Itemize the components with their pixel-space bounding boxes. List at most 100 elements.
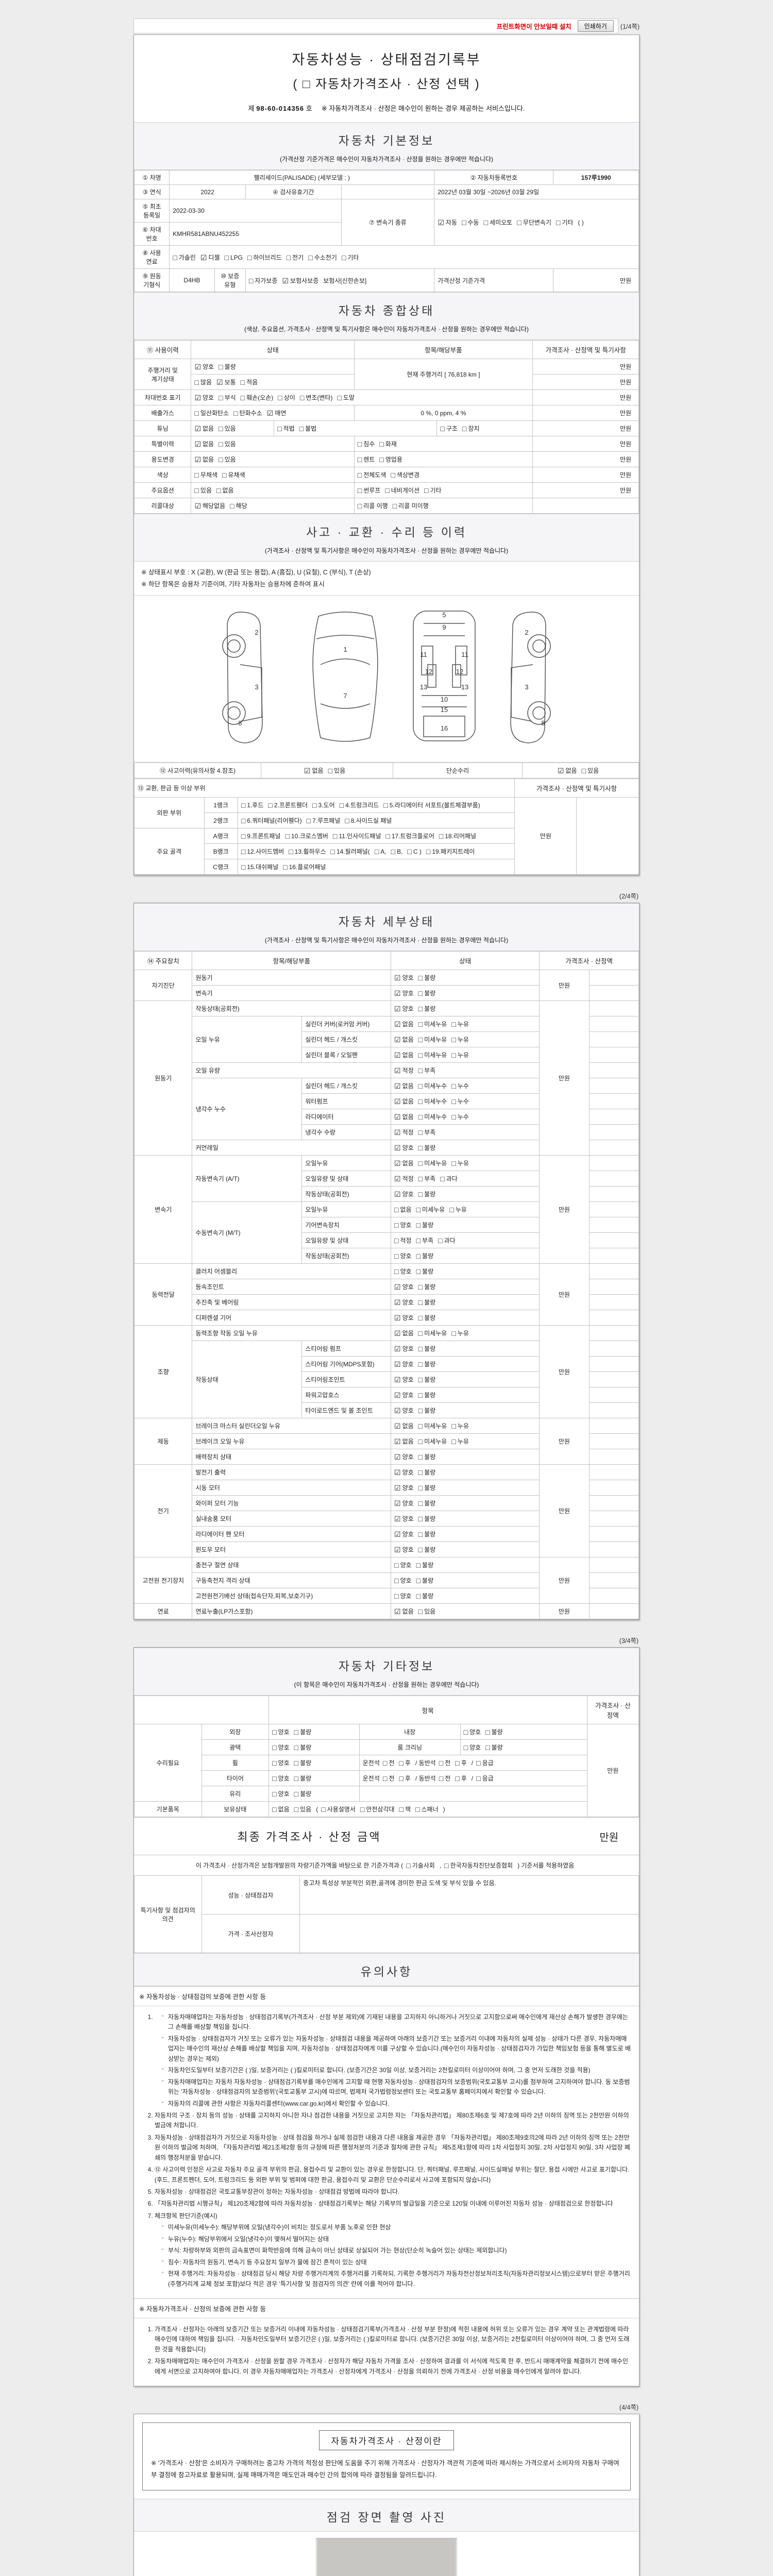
checkbox-checked[interactable]: ☑ 양호	[194, 394, 214, 402]
checkbox-unchecked[interactable]: □ 18.리어패널	[439, 832, 477, 840]
checkbox-checked[interactable]: ☑ 없음	[394, 1097, 414, 1106]
checkbox-unchecked[interactable]: □ 12.사이드멤버	[241, 848, 284, 856]
checkbox-unchecked[interactable]: □ 9.프론트패널	[241, 832, 281, 840]
checkbox-unchecked[interactable]: □ 부족	[418, 1175, 436, 1183]
checkbox-unchecked[interactable]: □ 적음	[240, 378, 258, 386]
checkbox-unchecked[interactable]: □ 잭	[399, 1805, 411, 1814]
checkbox-unchecked[interactable]: □ 불량	[418, 1314, 436, 1322]
print-button[interactable]: 인쇄하기	[577, 20, 614, 32]
checkbox-unchecked[interactable]: □ 양호	[394, 1561, 412, 1569]
checkbox-checked[interactable]: ☑ 없음	[394, 1159, 414, 1167]
checkbox-checked[interactable]: ☑ 양호	[394, 1314, 414, 1322]
checkbox-unchecked[interactable]: □ 과다	[438, 1236, 456, 1245]
checkbox-checked[interactable]: ☑ 양호	[394, 1391, 414, 1399]
checkbox-checked[interactable]: ☑ 양호	[394, 1406, 414, 1415]
checkbox-checked[interactable]: ☑ 양호	[394, 1530, 414, 1538]
checkbox-unchecked[interactable]: □ 불량	[294, 1790, 312, 1798]
checkbox-unchecked[interactable]: □ 스패너	[415, 1805, 439, 1814]
checkbox-unchecked[interactable]: □ 19.패키지트레이	[426, 848, 475, 856]
checkbox-unchecked[interactable]: □ 응급	[476, 1759, 494, 1767]
checkbox-unchecked[interactable]: □ 불량	[418, 1360, 436, 1368]
checkbox-unchecked[interactable]: □ 누유	[451, 1422, 469, 1430]
checkbox-unchecked[interactable]: □ C )	[407, 848, 422, 856]
checkbox-unchecked[interactable]: □ 누유	[451, 1329, 469, 1337]
checkbox-unchecked[interactable]: □ 양호	[272, 1743, 290, 1752]
checkbox-unchecked[interactable]: □ 4.트렁크리드	[339, 801, 379, 809]
checkbox-unchecked[interactable]: □ 14.필러패널(	[330, 848, 370, 856]
checkbox-unchecked[interactable]: □ 미세누유	[418, 1036, 447, 1044]
checkbox-checked[interactable]: ☑ 없음	[394, 1437, 414, 1446]
checkbox-unchecked[interactable]: □ 응급	[476, 1774, 494, 1783]
checkbox-unchecked[interactable]: □ 있음	[219, 440, 236, 448]
checkbox-checked[interactable]: ☑ 양호	[394, 1360, 414, 1368]
checkbox-unchecked[interactable]: □ 누수	[451, 1082, 469, 1090]
checkbox-unchecked[interactable]: □ 무단변속기	[517, 218, 551, 227]
checkbox-unchecked[interactable]: □ 양호	[394, 1267, 412, 1276]
checkbox-checked[interactable]: ☑ 없음	[394, 1607, 414, 1616]
checkbox-unchecked[interactable]: □ 불량	[294, 1774, 312, 1783]
checkbox-unchecked[interactable]: □ 기타	[341, 253, 359, 262]
checkbox-unchecked[interactable]: □ 불량	[485, 1728, 503, 1736]
checkbox-unchecked[interactable]: □ 불량	[418, 1190, 436, 1198]
checkbox-checked[interactable]: ☑ 양호	[394, 974, 414, 982]
checkbox-unchecked[interactable]: □ 불량	[416, 1577, 434, 1585]
checkbox-unchecked[interactable]: □ 불량	[418, 1515, 436, 1523]
checkbox-unchecked[interactable]: □ 불량	[294, 1728, 312, 1736]
checkbox-unchecked[interactable]: □ 누수	[451, 1097, 469, 1106]
checkbox-unchecked[interactable]: □ 있음	[418, 1607, 436, 1616]
checkbox-unchecked[interactable]: □ 불량	[418, 1453, 436, 1461]
checkbox-checked[interactable]: ☑ 디젤	[200, 253, 220, 262]
checkbox-unchecked[interactable]: □ 리콜 이행	[357, 502, 388, 510]
checkbox-unchecked[interactable]: □ 미세누유	[418, 1329, 447, 1337]
checkbox-checked[interactable]: ☑ 양호	[394, 1345, 414, 1353]
checkbox-unchecked[interactable]: □ 리콜 미이행	[392, 502, 429, 510]
checkbox-unchecked[interactable]: □ 불량	[418, 1546, 436, 1554]
checkbox-unchecked[interactable]: □ 썬루프	[357, 486, 381, 495]
checkbox-checked[interactable]: ☑ 양호	[394, 1546, 414, 1554]
checkbox-unchecked[interactable]: □ 자가보증	[248, 276, 278, 285]
checkbox-unchecked[interactable]: □ 적법	[277, 425, 295, 433]
checkbox-unchecked[interactable]: □ 양호	[272, 1728, 290, 1736]
checkbox-unchecked[interactable]: □ 불량	[418, 1298, 436, 1307]
checkbox-unchecked[interactable]: □ 없음	[272, 1805, 290, 1814]
checkbox-unchecked[interactable]: □ 후	[455, 1774, 467, 1783]
checkbox-unchecked[interactable]: □ 도말	[337, 394, 355, 402]
checkbox-unchecked[interactable]: □ 미세누유	[418, 1020, 447, 1028]
checkbox-unchecked[interactable]: □ 양호	[394, 1577, 412, 1585]
checkbox-unchecked[interactable]: □ 훼손(오손)	[240, 394, 274, 402]
checkbox-unchecked[interactable]: □ 미세누수	[418, 1082, 447, 1090]
checkbox-checked[interactable]: ☑ 양호	[394, 1005, 414, 1013]
checkbox-unchecked[interactable]: □ 화재	[379, 440, 397, 448]
checkbox-unchecked[interactable]: □ 불량	[485, 1743, 503, 1752]
checkbox-checked[interactable]: ☑ 양호	[394, 1144, 414, 1152]
checkbox-unchecked[interactable]: □ 13.휠하우스	[289, 848, 326, 856]
checkbox-unchecked[interactable]: □ 2.프론트휀더	[268, 801, 308, 809]
checkbox-unchecked[interactable]: □ 무채색	[194, 471, 218, 479]
checkbox-unchecked[interactable]: □ 변조(변타)	[299, 394, 333, 402]
checkbox-unchecked[interactable]: □ 불량	[418, 1144, 436, 1152]
checkbox-checked[interactable]: ☑ 양호	[394, 1499, 414, 1507]
checkbox-unchecked[interactable]: □ 3.도어	[312, 801, 335, 809]
checkbox-unchecked[interactable]: □ 누유	[451, 1159, 469, 1167]
checkbox-unchecked[interactable]: □ 적정	[394, 1236, 412, 1245]
checkbox-unchecked[interactable]: □ 해당	[230, 502, 247, 510]
checkbox-unchecked[interactable]: □ 있음	[194, 486, 212, 495]
checkbox-checked[interactable]: ☑ 없음	[194, 455, 214, 464]
checkbox-checked[interactable]: ☑ 적정	[394, 1128, 414, 1137]
checkbox-unchecked[interactable]: □ 7.루프패널	[306, 817, 341, 825]
checkbox-unchecked[interactable]: □ 일산화탄소	[194, 409, 229, 417]
checkbox-unchecked[interactable]: □ 누유	[449, 1206, 467, 1214]
checkbox-unchecked[interactable]: □ 미세누유	[418, 1422, 447, 1430]
checkbox-unchecked[interactable]: □ 불량	[418, 1283, 436, 1291]
checkbox-unchecked[interactable]: □ A,	[374, 848, 386, 856]
checkbox-checked[interactable]: ☑ 보통	[216, 378, 236, 386]
checkbox-unchecked[interactable]: □ LPG	[224, 253, 243, 262]
checkbox-unchecked[interactable]: □ 탄화수소	[233, 409, 262, 417]
checkbox-unchecked[interactable]: □ 기술사회	[406, 1861, 435, 1870]
checkbox-unchecked[interactable]: □ 1.후드	[241, 801, 264, 809]
checkbox-unchecked[interactable]: □ 불량	[418, 1468, 436, 1477]
checkbox-unchecked[interactable]: □ 있음	[328, 767, 346, 775]
checkbox-unchecked[interactable]: □ 전체도색	[357, 471, 386, 479]
checkbox-unchecked[interactable]: □ 하이브리드	[247, 253, 282, 262]
checkbox-unchecked[interactable]: □ 불법	[299, 425, 317, 433]
